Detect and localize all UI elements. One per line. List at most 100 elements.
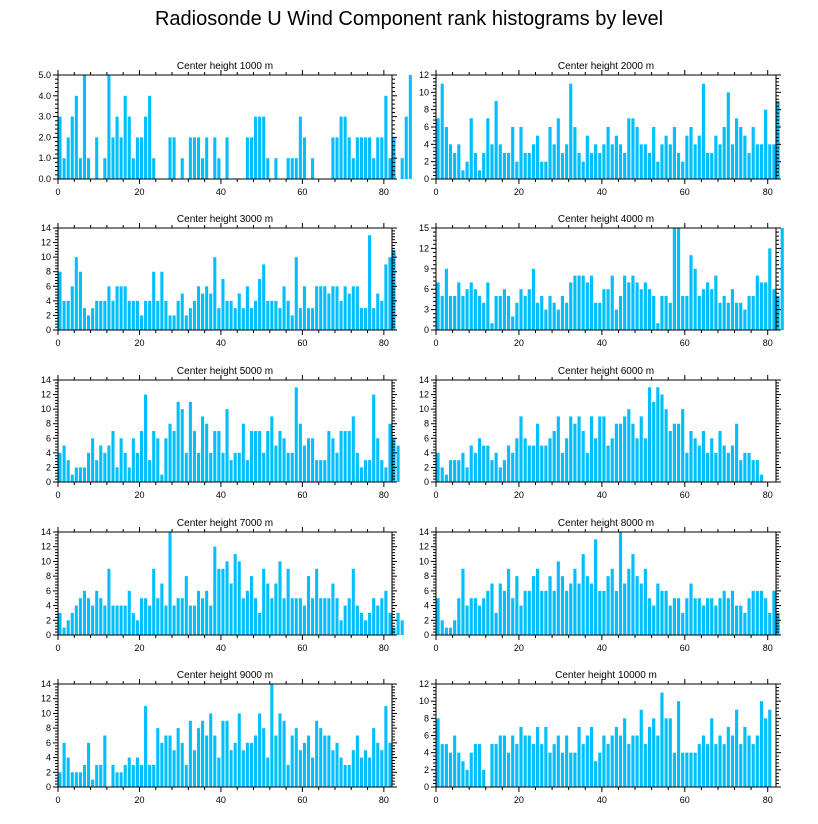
bar [331, 583, 335, 635]
y-tick-label: 15 [419, 223, 429, 233]
bar [759, 282, 764, 330]
bar [192, 750, 196, 787]
bar [347, 764, 351, 787]
bar [192, 300, 196, 330]
y-tick-label: 10 [41, 252, 51, 262]
bar [99, 445, 103, 482]
bar [176, 401, 180, 482]
y-tick-label: 4 [424, 748, 429, 758]
bar [217, 308, 221, 330]
y-tick-label: 14 [41, 223, 51, 233]
bar [339, 757, 343, 787]
bar [205, 735, 209, 787]
bar [327, 598, 331, 635]
bar [701, 289, 706, 330]
bar [359, 467, 363, 482]
y-tick-label: 12 [419, 542, 429, 552]
x-tick-label: 60 [297, 795, 307, 805]
bar [689, 431, 693, 482]
y-tick-label: 6 [424, 433, 429, 443]
bar [91, 779, 95, 787]
y-tick-label: 6 [46, 586, 51, 596]
bar [274, 583, 278, 635]
histogram-panel: Center height 8000 m 0 20 40 60 80 0 2 4 6 8 10 12 14 [419, 518, 781, 653]
bar [735, 302, 739, 330]
bar [444, 268, 448, 330]
bar [233, 742, 237, 787]
bar [560, 153, 565, 179]
bar [735, 709, 739, 787]
y-tick-label: 6 [46, 738, 51, 748]
bar [631, 118, 635, 179]
bar [311, 757, 315, 787]
bar [743, 135, 747, 179]
bar [577, 416, 581, 482]
bar [95, 590, 99, 635]
bar [164, 300, 168, 330]
bar [627, 282, 631, 330]
bar [95, 460, 99, 482]
bar [254, 300, 258, 330]
bar [388, 423, 392, 482]
bar [755, 590, 759, 635]
bar [610, 144, 614, 179]
bar [368, 137, 372, 179]
bar [685, 296, 689, 330]
y-tick-label: 14 [41, 527, 51, 537]
bar [581, 275, 585, 330]
bar [172, 605, 176, 635]
bar [209, 452, 213, 482]
bar [585, 452, 589, 482]
bar [127, 116, 131, 179]
bar [610, 438, 614, 482]
bar [286, 158, 290, 179]
bar [647, 598, 652, 635]
bar [623, 153, 627, 179]
bar [274, 300, 278, 330]
bar [730, 590, 735, 635]
bar [306, 308, 311, 330]
bar [115, 286, 119, 330]
bar [196, 452, 201, 482]
bar [201, 158, 205, 179]
bar [331, 438, 335, 482]
bar [506, 153, 511, 179]
bar [515, 744, 519, 787]
bar [714, 452, 718, 482]
bar [730, 144, 735, 179]
bar [581, 161, 585, 179]
bar [294, 598, 298, 635]
bar [556, 416, 560, 482]
y-tick-label: 0 [424, 630, 429, 640]
bar [714, 744, 718, 787]
bar [444, 627, 448, 635]
x-tick-label: 60 [297, 338, 307, 348]
bar [490, 744, 494, 787]
bar [323, 735, 327, 787]
x-tick-label: 20 [134, 338, 144, 348]
bar [448, 296, 453, 330]
bar [270, 300, 274, 330]
bar [448, 752, 453, 787]
bar [237, 293, 241, 330]
bar [618, 296, 623, 330]
bar [87, 452, 91, 482]
bar [490, 460, 494, 482]
bar [135, 757, 139, 787]
bar [343, 286, 347, 330]
bar [718, 431, 722, 482]
histogram-panel: Center height 2000 m 0 20 40 60 80 0 2 4 6 8 10 12 [419, 61, 781, 197]
bar [436, 718, 440, 787]
bar [160, 583, 164, 635]
bar [384, 590, 388, 635]
bar [527, 735, 531, 787]
bar [602, 735, 606, 787]
bar [726, 598, 730, 635]
bar [351, 750, 355, 787]
bar [768, 612, 772, 635]
bar [380, 300, 384, 330]
bar [258, 431, 262, 482]
bar [577, 153, 581, 179]
bar [225, 561, 229, 635]
